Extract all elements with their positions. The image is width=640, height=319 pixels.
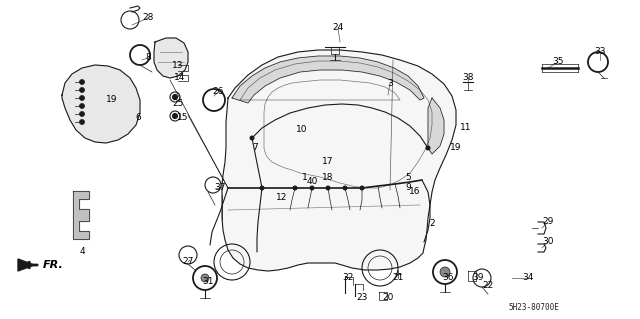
Polygon shape (73, 191, 89, 239)
Text: 16: 16 (409, 188, 420, 197)
Circle shape (79, 87, 84, 93)
Text: 37: 37 (214, 183, 226, 192)
Circle shape (79, 112, 84, 116)
Text: 13: 13 (172, 61, 184, 70)
Circle shape (79, 79, 84, 85)
Text: 18: 18 (323, 174, 333, 182)
Text: 24: 24 (332, 24, 344, 33)
Text: 32: 32 (342, 273, 354, 283)
Polygon shape (428, 98, 444, 154)
Circle shape (201, 274, 209, 282)
Text: 2: 2 (429, 219, 435, 228)
Circle shape (426, 145, 431, 151)
Text: 30: 30 (542, 238, 554, 247)
Text: 35: 35 (552, 57, 564, 66)
Text: 12: 12 (276, 194, 288, 203)
Circle shape (259, 186, 264, 190)
Text: 7: 7 (252, 144, 258, 152)
Text: 36: 36 (442, 273, 454, 283)
Text: 23: 23 (356, 293, 368, 302)
Text: 5: 5 (405, 174, 411, 182)
Text: 3: 3 (387, 78, 393, 87)
Polygon shape (232, 56, 424, 103)
Text: FR.: FR. (43, 260, 64, 270)
Text: 28: 28 (142, 13, 154, 23)
Text: 40: 40 (307, 177, 317, 187)
Text: 19: 19 (106, 95, 118, 105)
Circle shape (342, 186, 348, 190)
Text: 34: 34 (522, 273, 534, 283)
Text: 11: 11 (460, 123, 472, 132)
Text: 33: 33 (595, 48, 605, 56)
Text: 39: 39 (472, 273, 484, 283)
Circle shape (173, 114, 177, 118)
Text: 38: 38 (462, 73, 474, 83)
Text: 17: 17 (323, 158, 333, 167)
Polygon shape (18, 259, 34, 271)
Polygon shape (62, 65, 140, 143)
Circle shape (79, 95, 84, 100)
Circle shape (326, 186, 330, 190)
Polygon shape (154, 38, 188, 78)
Text: 26: 26 (212, 87, 224, 97)
Text: 10: 10 (296, 125, 308, 135)
Circle shape (310, 186, 314, 190)
Circle shape (79, 103, 84, 108)
Circle shape (250, 136, 255, 140)
Text: 1: 1 (302, 174, 308, 182)
Text: 22: 22 (483, 280, 493, 290)
Text: 21: 21 (392, 273, 404, 283)
Circle shape (440, 267, 450, 277)
Text: 20: 20 (382, 293, 394, 302)
Text: 14: 14 (174, 73, 186, 83)
Text: 6: 6 (135, 114, 141, 122)
Text: 31: 31 (202, 278, 214, 286)
Text: 25: 25 (172, 99, 184, 108)
Text: 8: 8 (145, 54, 151, 63)
Text: 29: 29 (542, 218, 554, 226)
Text: 9: 9 (405, 183, 411, 192)
Text: 15: 15 (177, 114, 189, 122)
Text: 5H23-80700E: 5H23-80700E (508, 303, 559, 313)
Circle shape (173, 94, 177, 100)
Circle shape (79, 120, 84, 124)
Circle shape (292, 186, 298, 190)
Text: 19: 19 (451, 144, 461, 152)
Text: 4: 4 (79, 248, 85, 256)
Circle shape (360, 186, 365, 190)
Text: 27: 27 (182, 257, 194, 266)
Polygon shape (222, 50, 456, 271)
